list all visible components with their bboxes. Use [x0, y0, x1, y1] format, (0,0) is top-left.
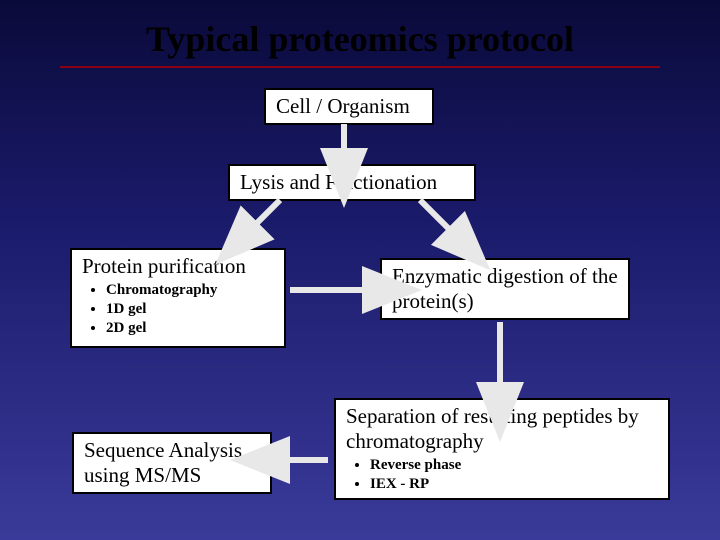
box-protein-purification: Protein purification Chromatography 1D g…	[70, 248, 286, 348]
box-sequence-analysis: Sequence Analysis using MS/MS	[72, 432, 272, 494]
list-item: Chromatography	[106, 281, 274, 300]
list-item: 2D gel	[106, 319, 274, 338]
box-label: Protein purification	[82, 254, 274, 279]
box-label: Cell / Organism	[276, 94, 422, 119]
box-lysis: Lysis and Fractionation	[228, 164, 476, 201]
box-cell-organism: Cell / Organism	[264, 88, 434, 125]
page-title: Typical proteomics protocol	[0, 0, 720, 60]
box-label: Lysis and Fractionation	[240, 170, 464, 195]
title-underline	[60, 66, 660, 68]
bullet-list: Reverse phase IEX - RP	[370, 456, 658, 494]
box-label: Separation of resulting peptides by chro…	[346, 404, 658, 454]
list-item: Reverse phase	[370, 456, 658, 475]
box-label: Enzymatic digestion of the protein(s)	[392, 264, 618, 314]
box-enzymatic-digestion: Enzymatic digestion of the protein(s)	[380, 258, 630, 320]
box-label: Sequence Analysis using MS/MS	[84, 438, 260, 488]
list-item: IEX - RP	[370, 475, 658, 494]
bullet-list: Chromatography 1D gel 2D gel	[106, 281, 274, 337]
list-item: 1D gel	[106, 300, 274, 319]
box-separation: Separation of resulting peptides by chro…	[334, 398, 670, 500]
